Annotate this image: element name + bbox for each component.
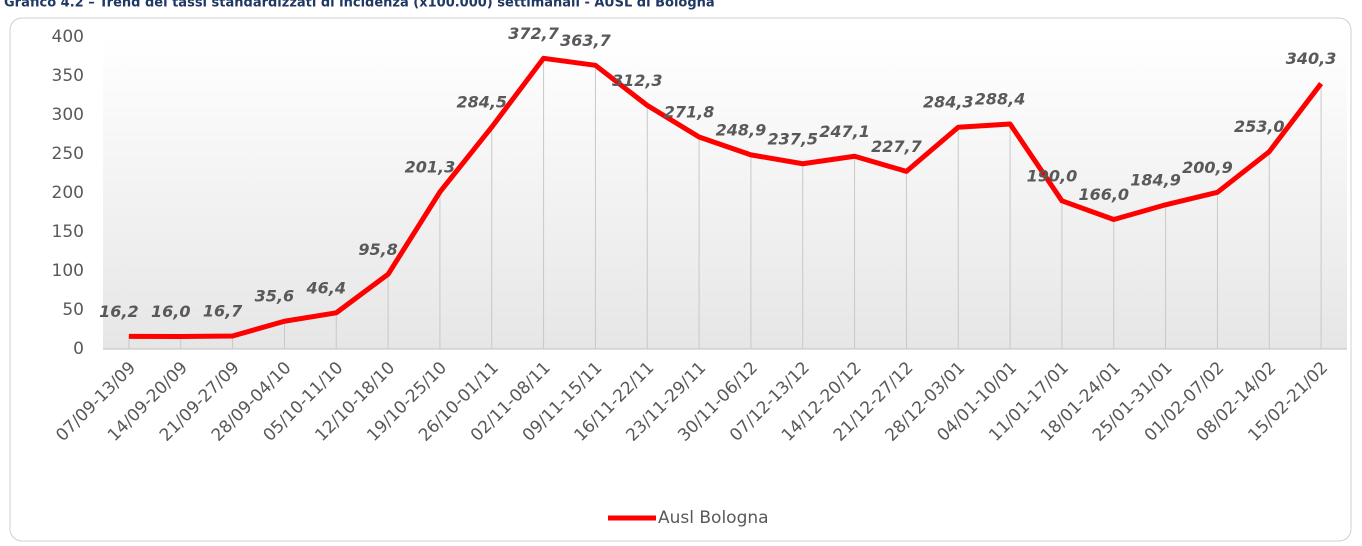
plot-area [103,37,1347,349]
data-label: 340,3 [1286,49,1337,68]
data-label: 201,3 [405,157,456,176]
data-label: 16,2 [99,302,138,321]
data-label: 16,7 [203,301,243,320]
data-label: 284,3 [923,93,974,112]
data-label: 200,9 [1182,158,1233,177]
data-label: 190,0 [1027,166,1078,185]
data-label: 184,9 [1130,170,1181,189]
y-tick-label: 250 [52,144,84,164]
y-tick-label: 100 [52,261,84,281]
data-label: 35,6 [255,287,294,306]
data-line [128,55,1324,340]
data-label: 253,0 [1234,117,1285,136]
y-tick-label: 150 [52,222,84,242]
data-label: 46,4 [306,278,346,297]
y-tick-label: 200 [52,183,84,203]
y-tick-label: 50 [62,300,84,320]
data-label: 166,0 [1078,185,1129,204]
legend-label: Ausl Bologna [658,508,769,528]
data-label: 95,8 [358,240,397,259]
data-label: 363,7 [560,31,611,50]
data-label: 227,7 [871,137,922,156]
data-label: 247,1 [819,122,870,141]
data-label: 271,8 [664,102,715,121]
chart-title: Grafico 4.2 – Trend dei tassi standardiz… [4,0,715,11]
y-tick-label: 350 [52,66,84,86]
y-tick-label: 0 [73,339,84,359]
data-label: 312,3 [612,71,663,90]
data-label: 16,0 [151,302,190,321]
y-tick-label: 300 [52,105,84,125]
data-label: 284,5 [456,93,507,112]
data-label: 248,9 [716,120,767,139]
data-label: 372,7 [508,24,559,43]
data-label: 288,4 [975,90,1026,109]
data-label: 237,5 [767,129,818,148]
y-tick-label: 400 [52,27,84,47]
